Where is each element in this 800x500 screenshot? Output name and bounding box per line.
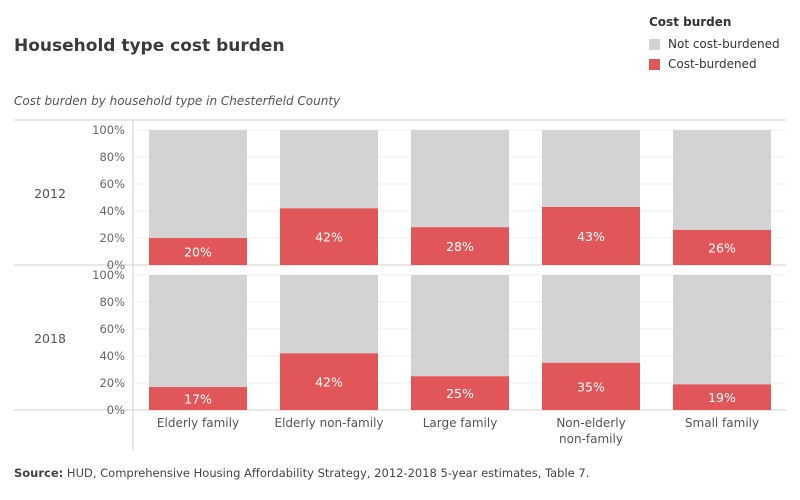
- legend: Cost burden Not cost-burdened Cost-burde…: [649, 15, 780, 74]
- legend-swatch-not-burdened: [649, 38, 660, 50]
- data-label: 35%: [577, 379, 605, 394]
- y-tick-label: 0%: [107, 403, 125, 417]
- data-label: 28%: [446, 239, 474, 254]
- bar-burdened: [542, 206, 640, 265]
- bar-burdened: [542, 362, 640, 410]
- data-label: 17%: [184, 392, 212, 407]
- legend-swatch-burdened: [649, 58, 660, 70]
- bar-burdened: [673, 384, 771, 410]
- bar-not-burdened: [673, 130, 771, 230]
- y-tick-label: 40%: [99, 204, 125, 218]
- bar-burdened: [149, 387, 247, 410]
- y-tick-label: 40%: [99, 349, 125, 363]
- panel-label: 2018: [34, 331, 66, 346]
- chart-svg: 0% 20% 40% 60% 80% 100% 2012 20% 42% 28% 43% 26% 0% 2…: [14, 119, 786, 450]
- bar-not-burdened: [411, 130, 509, 228]
- y-tick-label: 100%: [92, 123, 125, 137]
- legend-item-burdened[interactable]: Cost-burdened: [649, 54, 780, 74]
- data-label: 42%: [315, 375, 343, 390]
- legend-item-not-burdened[interactable]: Not cost-burdened: [649, 34, 780, 54]
- y-tick-label: 0%: [107, 258, 125, 272]
- bar-not-burdened: [542, 275, 640, 363]
- data-label: 20%: [184, 245, 212, 260]
- legend-label-burdened: Cost-burdened: [668, 57, 757, 71]
- y-tick-label: 20%: [99, 376, 125, 390]
- category-label: Elderly non-family: [274, 416, 383, 430]
- bar-not-burdened: [542, 130, 640, 207]
- data-label: 43%: [577, 229, 605, 244]
- y-tick-label: 60%: [99, 177, 125, 191]
- source-text: HUD, Comprehensive Housing Affordability…: [63, 466, 590, 480]
- source-note: Source: HUD, Comprehensive Housing Affor…: [14, 466, 589, 480]
- source-label: Source:: [14, 466, 64, 480]
- bar-not-burdened: [149, 130, 247, 238]
- y-tick-label: 80%: [99, 295, 125, 309]
- bar-not-burdened: [149, 275, 247, 388]
- chart-title: Household type cost burden: [14, 36, 285, 56]
- y-tick-label: 80%: [99, 150, 125, 164]
- data-label: 42%: [315, 230, 343, 245]
- legend-label-not-burdened: Not cost-burdened: [668, 37, 780, 51]
- bar-burdened: [280, 353, 378, 410]
- category-label: Elderly family: [157, 416, 239, 430]
- bar-not-burdened: [673, 275, 771, 385]
- bar-burdened: [411, 227, 509, 265]
- bar-not-burdened: [280, 275, 378, 354]
- bar-not-burdened: [411, 275, 509, 377]
- category-label: Large family: [423, 416, 498, 430]
- bar-burdened: [280, 208, 378, 265]
- data-label: 26%: [708, 240, 736, 255]
- legend-title: Cost burden: [649, 15, 732, 29]
- bar-burdened: [411, 376, 509, 410]
- chart-subtitle: Cost burden by household type in Chester…: [14, 94, 341, 108]
- panel-label: 2012: [34, 186, 66, 201]
- bar-burdened: [673, 229, 771, 265]
- y-tick-label: 20%: [99, 231, 125, 245]
- bar-burdened: [149, 238, 247, 265]
- y-tick-label: 60%: [99, 322, 125, 336]
- data-label: 19%: [708, 390, 736, 405]
- category-label: non-family: [559, 432, 623, 446]
- data-label: 25%: [446, 386, 474, 401]
- y-tick-label: 100%: [92, 268, 125, 282]
- category-label: Small family: [685, 416, 759, 430]
- bar-not-burdened: [280, 130, 378, 209]
- category-label: Non-elderly: [556, 416, 625, 430]
